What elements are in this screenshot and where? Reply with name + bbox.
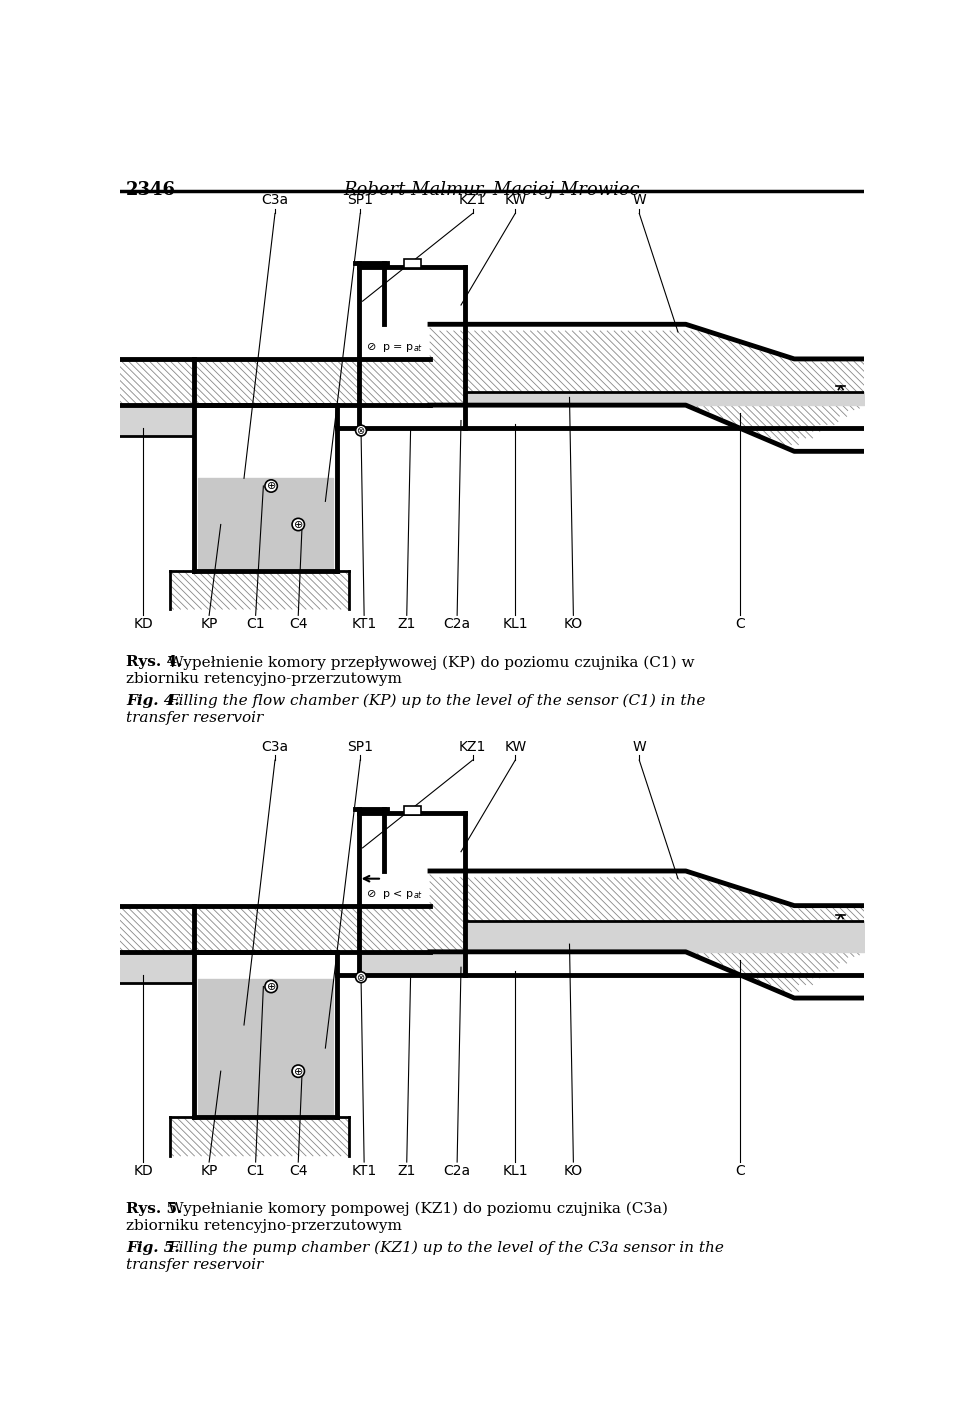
Text: Filling the flow chamber (KP) up to the level of the sensor (C1) in the: Filling the flow chamber (KP) up to the … bbox=[168, 694, 706, 708]
Text: Z1: Z1 bbox=[397, 1164, 416, 1178]
Text: Robert Malmur, Maciej Mrowiec: Robert Malmur, Maciej Mrowiec bbox=[344, 182, 640, 199]
Text: W: W bbox=[633, 193, 646, 207]
Text: Wypełnianie komory pompowej (KZ1) do poziomu czujnika (C3a): Wypełnianie komory pompowej (KZ1) do poz… bbox=[168, 1202, 668, 1216]
PathPatch shape bbox=[430, 325, 864, 451]
Text: KL1: KL1 bbox=[502, 1164, 528, 1178]
Text: KW: KW bbox=[504, 739, 526, 753]
Text: zbiorniku retencyjno-przerzutowym: zbiorniku retencyjno-przerzutowym bbox=[126, 1219, 402, 1233]
Bar bbox=[170, 1117, 348, 1156]
Text: $\oplus$: $\oplus$ bbox=[293, 1066, 303, 1077]
Text: C: C bbox=[735, 617, 745, 631]
Text: KL1: KL1 bbox=[502, 617, 528, 631]
Text: C1: C1 bbox=[247, 1164, 265, 1178]
Circle shape bbox=[292, 1066, 304, 1077]
Text: C3a: C3a bbox=[261, 193, 289, 207]
Text: zbiorniku retencyjno-przerzutowym: zbiorniku retencyjno-przerzutowym bbox=[126, 673, 402, 687]
Text: Filling the pump chamber (KZ1) up to the level of the C3a sensor in the: Filling the pump chamber (KZ1) up to the… bbox=[168, 1240, 724, 1254]
Bar bbox=[403, 258, 420, 268]
Text: KP: KP bbox=[201, 617, 218, 631]
Text: Z1: Z1 bbox=[397, 617, 416, 631]
Bar bbox=[120, 359, 430, 406]
Text: $\oplus$: $\oplus$ bbox=[266, 981, 276, 992]
Text: C: C bbox=[735, 1164, 745, 1178]
Text: Rys. 4.: Rys. 4. bbox=[126, 656, 182, 670]
Text: C3a: C3a bbox=[261, 739, 289, 753]
Text: $\otimes$: $\otimes$ bbox=[356, 972, 366, 983]
Text: KZ1: KZ1 bbox=[459, 739, 487, 753]
Text: Rys. 5.: Rys. 5. bbox=[126, 1202, 182, 1216]
Text: C4: C4 bbox=[289, 1164, 307, 1178]
Text: 2346: 2346 bbox=[126, 182, 177, 199]
Text: $\oplus$: $\oplus$ bbox=[293, 519, 303, 529]
Bar bbox=[403, 806, 420, 815]
Text: KZ1: KZ1 bbox=[459, 193, 487, 207]
Text: KO: KO bbox=[564, 617, 583, 631]
Circle shape bbox=[292, 518, 304, 531]
Text: KT1: KT1 bbox=[351, 617, 376, 631]
Text: KO: KO bbox=[564, 1164, 583, 1178]
PathPatch shape bbox=[430, 871, 864, 998]
Text: KP: KP bbox=[201, 1164, 218, 1178]
Text: Fig. 5.: Fig. 5. bbox=[126, 1240, 180, 1254]
Text: transfer reservoir: transfer reservoir bbox=[126, 1257, 263, 1271]
Bar bbox=[120, 905, 430, 952]
Text: W: W bbox=[633, 739, 646, 753]
Text: Fig. 4.: Fig. 4. bbox=[126, 694, 180, 708]
Text: KW: KW bbox=[504, 193, 526, 207]
Text: KD: KD bbox=[133, 1164, 154, 1178]
Text: KD: KD bbox=[133, 617, 154, 631]
Text: transfer reservoir: transfer reservoir bbox=[126, 711, 263, 725]
Text: $\oplus$: $\oplus$ bbox=[266, 481, 276, 491]
Text: Wypełnienie komory przepływowej (KP) do poziomu czujnika (C1) w: Wypełnienie komory przepływowej (KP) do … bbox=[168, 656, 694, 670]
Text: C4: C4 bbox=[289, 617, 307, 631]
Circle shape bbox=[265, 981, 277, 993]
Text: C2a: C2a bbox=[444, 1164, 470, 1178]
Text: $\oslash$  p = p$_{at}$: $\oslash$ p = p$_{at}$ bbox=[367, 341, 423, 353]
Text: C1: C1 bbox=[247, 617, 265, 631]
Circle shape bbox=[265, 480, 277, 492]
Circle shape bbox=[355, 972, 367, 982]
Text: C2a: C2a bbox=[444, 617, 470, 631]
Text: SP1: SP1 bbox=[348, 193, 373, 207]
Text: SP1: SP1 bbox=[348, 739, 373, 753]
Text: $\otimes$: $\otimes$ bbox=[356, 426, 366, 436]
Text: $\oslash$  p < p$_{at}$: $\oslash$ p < p$_{at}$ bbox=[367, 887, 423, 901]
Text: KT1: KT1 bbox=[351, 1164, 376, 1178]
Circle shape bbox=[355, 426, 367, 436]
Bar bbox=[170, 570, 348, 609]
